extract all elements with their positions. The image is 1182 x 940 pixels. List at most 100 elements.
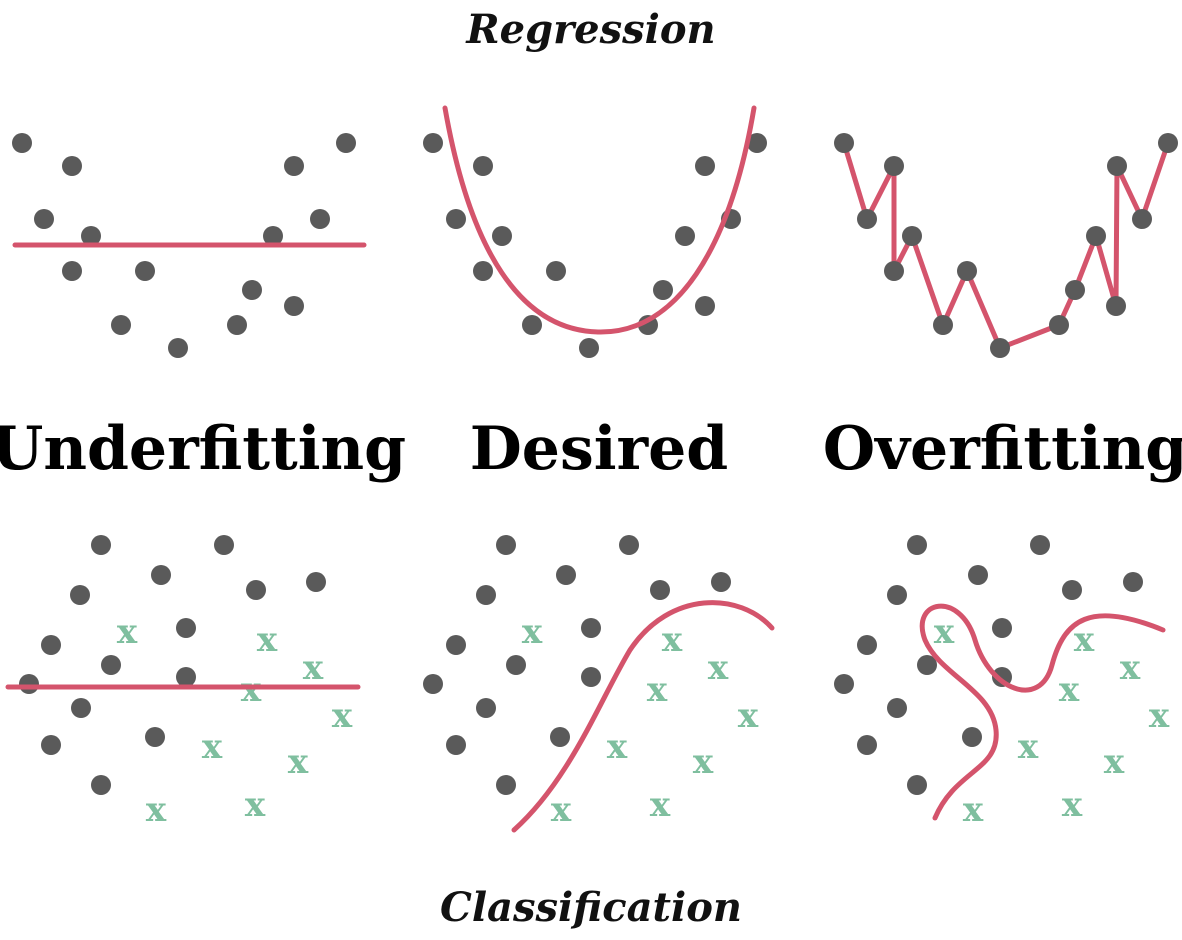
class-x-marker: x: [963, 790, 984, 830]
data-point: [81, 226, 101, 246]
data-point: [695, 296, 715, 316]
class-x-marker: x: [202, 727, 223, 767]
class-x-marker: x: [708, 648, 729, 688]
data-point: [423, 133, 443, 153]
data-point: [1049, 315, 1069, 335]
data-point: [306, 572, 326, 592]
class-x-marker: x: [332, 696, 353, 736]
class-x-marker: x: [146, 790, 167, 830]
class-x-marker: x: [1104, 742, 1125, 782]
data-point: [653, 280, 673, 300]
class-x-marker: x: [245, 785, 266, 825]
data-point: [12, 133, 32, 153]
data-point: [284, 296, 304, 316]
data-point: [310, 209, 330, 229]
data-point: [62, 261, 82, 281]
data-point: [546, 261, 566, 281]
data-point: [246, 580, 266, 600]
data-point: [62, 156, 82, 176]
fit-curve: [442, 105, 757, 335]
data-point: [473, 156, 493, 176]
data-point: [917, 655, 937, 675]
data-point: [1158, 133, 1178, 153]
underfitting-label: Underfitting: [0, 414, 407, 484]
data-point: [962, 727, 982, 747]
data-point: [151, 565, 171, 585]
class-x-marker: x: [241, 670, 262, 710]
regression-underfitting-panel: [12, 133, 367, 358]
data-point: [336, 133, 356, 153]
data-point: [19, 674, 39, 694]
data-point: [496, 535, 516, 555]
data-point: [619, 535, 639, 555]
class-x-marker: x: [1059, 670, 1080, 710]
data-point: [522, 315, 542, 335]
class-x-marker: x: [257, 620, 278, 660]
data-point: [446, 635, 466, 655]
data-point: [556, 565, 576, 585]
data-point: [1062, 580, 1082, 600]
data-point: [650, 580, 670, 600]
data-point: [473, 261, 493, 281]
data-point: [145, 727, 165, 747]
data-point: [1107, 156, 1127, 176]
class-x-marker: x: [662, 620, 683, 660]
data-point: [1030, 535, 1050, 555]
data-point: [902, 226, 922, 246]
data-point: [176, 618, 196, 638]
data-point: [581, 618, 601, 638]
data-point: [933, 315, 953, 335]
data-point: [834, 674, 854, 694]
class-x-marker: x: [607, 727, 628, 767]
class-x-marker: x: [1120, 648, 1141, 688]
data-point: [423, 674, 443, 694]
regression-label: Regression: [466, 6, 716, 53]
data-point: [446, 209, 466, 229]
fit-curve: [511, 600, 775, 833]
data-point: [887, 585, 907, 605]
data-point: [1123, 572, 1143, 592]
data-point: [675, 226, 695, 246]
data-point: [176, 667, 196, 687]
data-point: [968, 565, 988, 585]
data-point: [284, 156, 304, 176]
data-point: [135, 261, 155, 281]
data-point: [907, 775, 927, 795]
data-point: [884, 156, 904, 176]
class-x-marker: x: [693, 742, 714, 782]
data-point: [263, 226, 283, 246]
class-x-marker: x: [288, 742, 309, 782]
class-x-marker: x: [551, 790, 572, 830]
data-point: [506, 655, 526, 675]
data-point: [91, 535, 111, 555]
data-point: [492, 226, 512, 246]
class-x-marker: x: [1149, 696, 1170, 736]
data-point: [70, 585, 90, 605]
data-point: [101, 655, 121, 675]
data-point: [111, 315, 131, 335]
data-point: [71, 698, 91, 718]
class-x-marker: x: [117, 612, 138, 652]
data-point: [1106, 296, 1126, 316]
overfitting-label: Overfitting: [822, 414, 1182, 484]
data-point: [227, 315, 247, 335]
data-point: [214, 535, 234, 555]
data-point: [884, 261, 904, 281]
data-point: [1132, 209, 1152, 229]
class-x-marker: x: [303, 648, 324, 688]
regression-overfitting-panel: [834, 133, 1178, 358]
fit-wiggle: [919, 603, 1166, 821]
data-point: [857, 635, 877, 655]
data-point: [579, 338, 599, 358]
data-point: [887, 698, 907, 718]
data-point: [1086, 226, 1106, 246]
data-point: [857, 735, 877, 755]
data-point: [476, 698, 496, 718]
class-x-marker: x: [647, 670, 668, 710]
class-x-marker: x: [1062, 785, 1083, 825]
data-point: [857, 209, 877, 229]
class-x-marker: x: [522, 612, 543, 652]
